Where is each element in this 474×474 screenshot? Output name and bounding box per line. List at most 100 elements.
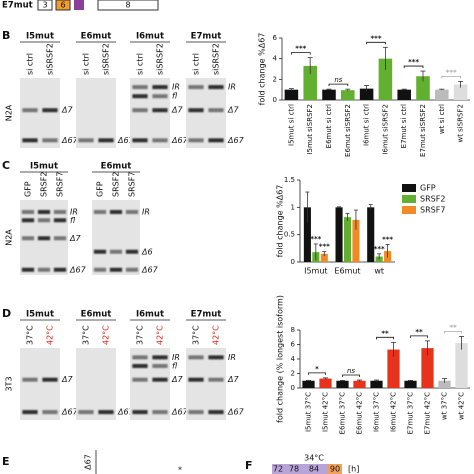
bar [416,76,430,100]
hour-label: 72 [273,465,283,474]
significance: *** [319,243,330,251]
bar [359,88,374,100]
y-tick-label: 0 [273,96,277,104]
gel-band [152,94,168,99]
band-label: IR [172,353,180,362]
gel-band [53,267,67,272]
hour-label: 78 [289,465,299,474]
gel-band [152,377,168,382]
significance-bracket [376,336,394,340]
legend-label: SRSF7 [420,206,445,215]
gel-band [37,267,51,272]
gel-band [125,249,139,254]
y-tick-label: 1 [291,203,295,211]
legend-swatch [402,206,416,214]
significance-bracket [291,52,311,55]
gel-title: E7mut [191,310,222,320]
lane-label: GFP [24,181,33,197]
gel [130,78,170,148]
significance: * [315,365,319,373]
significance-bracket [403,65,424,69]
x-tick-label: I5mut si ctrl [287,104,295,146]
bar [367,207,375,262]
significance-bracket [328,83,349,87]
exon-box [55,0,71,11]
x-tick-label: E7mut si ctrl [400,104,408,148]
band-label: Δ67 [69,265,87,274]
significance: ** [449,324,457,332]
panel-letter: D [2,307,11,320]
band-label: Δ7 [227,375,239,384]
x-tick-label: E6mut siSRSF2 [344,104,352,157]
lane-label: 42°C [46,325,55,345]
gel [76,78,116,148]
gel-band [53,236,67,241]
gel-band [125,267,139,272]
cell-line: 3T3 [5,376,14,391]
significance: *** [374,245,385,253]
gel-title: E6mut [81,310,112,320]
bar [353,380,366,388]
hour-unit: [h] [348,465,359,474]
significance-bracket [441,76,461,79]
band-label: Δ67 [61,408,79,417]
gel-band [152,364,168,368]
significance: ** [381,329,389,337]
gel-band [22,410,38,415]
significance: *** [295,45,306,53]
bar [453,84,468,100]
gel [130,348,170,420]
band-label: Δ7 [61,106,73,115]
bar [438,380,451,388]
y-tick-label: 2 [273,75,277,83]
gel-band [37,236,51,241]
lane-label: GFP [96,181,105,197]
gel-title: I5mut [26,310,54,320]
gel-band [208,355,224,360]
gel [186,348,226,420]
bar [378,58,393,100]
y-axis-label: fold change (% longest isoform) [276,295,285,423]
lane-label: si ctrl [82,53,91,75]
gel-band [21,218,35,223]
bar [397,89,411,100]
gel-band [78,138,94,143]
band-label: Δ67 [117,408,135,417]
lane-label: SRSF7 [56,172,65,197]
bar [343,217,352,262]
lane-label: siSRSF2 [102,43,111,75]
x-tick-label: E6mut [334,267,360,276]
gel-band [152,108,168,113]
gel-title: I5mut [30,162,58,172]
significance: ** [415,328,423,336]
lane-label: si ctrl [26,53,35,75]
gel-band [132,138,148,143]
band-label: Δ67 [171,136,189,145]
legend-label: SRSF2 [420,195,445,204]
gel-band [93,267,107,272]
gel-band [132,377,148,382]
gel-band [22,377,38,382]
panel-letter: B [2,29,10,42]
exon-box [37,0,53,11]
gel-band [188,410,204,415]
significance: *** [446,68,457,76]
exon-label: 6 [60,1,65,10]
bar [303,65,317,100]
gel-band [53,218,67,223]
bar [387,349,400,388]
gel-band [188,355,204,360]
y-axis-label: fold change %Δ67 [276,185,285,258]
x-tick-label: E7mut siSRSF2 [419,104,427,157]
lane-label: siSRSF2 [156,43,165,75]
bar [302,380,315,388]
band-label: IR [172,83,180,92]
gel-band [152,85,168,90]
gel-title: E7mut [191,32,222,42]
x-tick-label: I5mut [304,267,327,276]
legend-swatch [402,195,416,203]
bar [284,89,299,100]
gel-band [132,364,148,368]
lane-label: SRSF7 [128,172,137,197]
